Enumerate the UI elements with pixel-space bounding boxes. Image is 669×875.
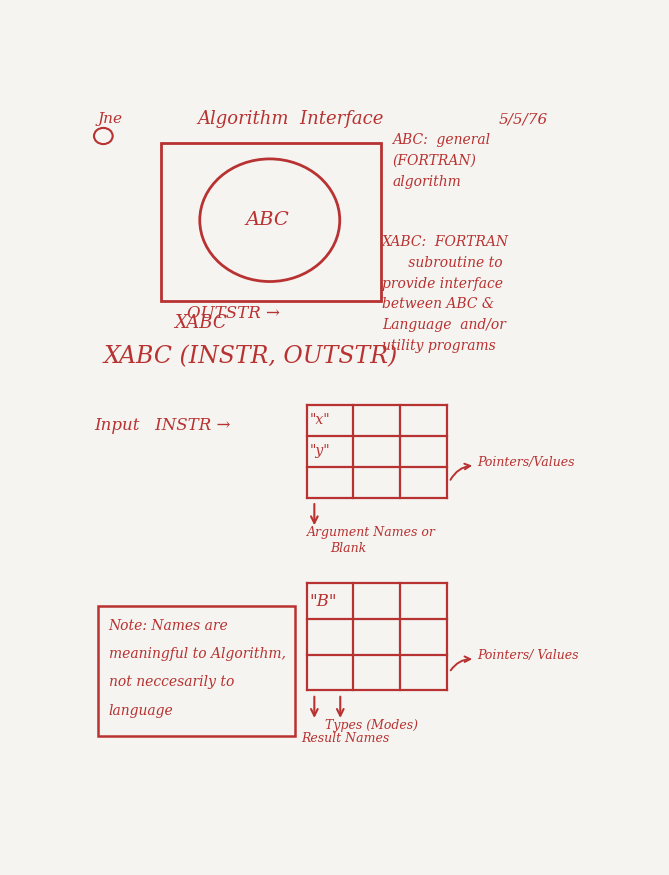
Text: utility programs: utility programs bbox=[382, 340, 496, 354]
Text: "x": "x" bbox=[309, 413, 330, 427]
Text: Language  and/or: Language and/or bbox=[382, 318, 506, 332]
Text: algorithm: algorithm bbox=[392, 175, 461, 189]
Text: ABC: ABC bbox=[246, 211, 290, 229]
Text: ABC:  general: ABC: general bbox=[392, 133, 490, 147]
Text: provide interface: provide interface bbox=[382, 276, 502, 290]
Text: "y": "y" bbox=[309, 444, 330, 458]
Text: Pointers/ Values: Pointers/ Values bbox=[478, 649, 579, 662]
Text: "B": "B" bbox=[309, 592, 337, 610]
Text: meaningful to Algorithm,: meaningful to Algorithm, bbox=[108, 648, 286, 662]
Text: subroutine to: subroutine to bbox=[382, 255, 502, 270]
Text: between ABC &: between ABC & bbox=[382, 298, 494, 311]
Text: 5/5/76: 5/5/76 bbox=[498, 112, 548, 126]
Text: Jne: Jne bbox=[98, 112, 122, 126]
Text: Note: Names are: Note: Names are bbox=[108, 619, 228, 633]
Text: Blank: Blank bbox=[330, 542, 366, 555]
Text: not neccesarily to: not neccesarily to bbox=[108, 676, 234, 690]
Text: Result Names: Result Names bbox=[301, 732, 389, 746]
Text: XABC (INSTR, OUTSTR): XABC (INSTR, OUTSTR) bbox=[103, 346, 397, 368]
Text: language: language bbox=[108, 704, 173, 717]
Text: OUTSTR →: OUTSTR → bbox=[187, 305, 280, 322]
Text: Argument Names or: Argument Names or bbox=[306, 527, 436, 539]
Text: Algorithm  Interface: Algorithm Interface bbox=[198, 110, 384, 128]
Text: Pointers/Values: Pointers/Values bbox=[478, 456, 575, 469]
Text: (FORTRAN): (FORTRAN) bbox=[392, 154, 476, 168]
Text: XABC:  FORTRAN: XABC: FORTRAN bbox=[382, 234, 508, 248]
Text: Input   INSTR →: Input INSTR → bbox=[94, 417, 230, 434]
Text: XABC: XABC bbox=[175, 313, 227, 332]
Text: Types (Modes): Types (Modes) bbox=[324, 719, 417, 732]
